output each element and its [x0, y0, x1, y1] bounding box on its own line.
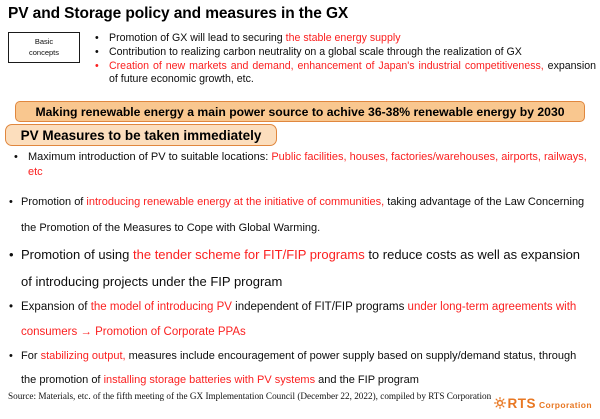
basic-concepts-box: Basic concepts — [8, 32, 80, 63]
concept-bullet: Contribution to realizing carbon neutral… — [92, 46, 596, 60]
rts-logo: RTS Corporation — [491, 396, 592, 414]
sun-icon — [494, 396, 507, 414]
text-segment: Promotion of — [21, 196, 87, 208]
measure-item: Expansion of the model of introducing PV… — [8, 295, 594, 344]
measure-item: Promotion of using the tender scheme for… — [8, 241, 594, 295]
text-segment-red: the model of introducing PV — [90, 301, 232, 313]
text-segment-red: stabilizing output, — [40, 350, 126, 362]
text-segment: expansion of future economic growth, etc… — [109, 59, 596, 86]
text-segment: For — [21, 350, 41, 362]
text-segment-red: under long-term agreements with consumer… — [21, 301, 577, 338]
measure-item: Promotion of introducing renewable energ… — [8, 189, 594, 241]
text-segment-red: introducing renewable energy at the init… — [86, 196, 385, 208]
section-header-label: PV Measures to be taken immediately — [20, 127, 262, 143]
source-note: Source: Materials, etc. of the fifth mee… — [8, 391, 492, 401]
text-segment: to reduce costs as well as expansion of … — [21, 247, 581, 289]
concept-bullet: Creation of new markets and demand, enha… — [92, 60, 596, 88]
measures-list: Maximum introduction of PV to suitable l… — [8, 150, 594, 392]
rts-logo-suffix: Corporation — [538, 400, 592, 410]
text-segment: and the FIP program — [315, 374, 419, 386]
section-header-banner: PV Measures to be taken immediately — [5, 124, 277, 146]
goal-banner-label: Making renewable energy a main power sou… — [35, 104, 565, 119]
basic-concepts-section: Basic concepts Promotion of GX will lead… — [8, 32, 596, 87]
text-segment: Promotion of GX will lead to securing — [109, 32, 286, 44]
text-segment: Expansion of — [21, 301, 91, 313]
rts-logo-name: RTS — [507, 396, 536, 411]
text-segment: Maximum introduction of PV to suitable l… — [28, 151, 272, 163]
text-segment-red: Creation of new markets and demand, enha… — [109, 59, 544, 72]
goal-banner: Making renewable energy a main power sou… — [15, 101, 585, 122]
text-segment: Contribution to realizing carbon neutral… — [109, 45, 522, 58]
text-segment: taking advantage of the Law Concerning t… — [21, 196, 585, 234]
text-segment: independent of FIT/FIP programs — [231, 301, 408, 313]
text-segment: Promotion of using — [21, 247, 134, 262]
text-segment: measures include encouragement of power … — [21, 350, 577, 386]
concept-bullet: Promotion of GX will lead to securing th… — [92, 32, 596, 46]
text-segment-red: installing storage batteries with PV sys… — [103, 374, 316, 386]
measure-item: For stabilizing output, measures include… — [8, 344, 594, 392]
text-segment-red: the tender scheme for FIT/FIP programs — [133, 247, 365, 262]
measure-item: Maximum introduction of PV to suitable l… — [8, 150, 594, 180]
page-title: PV and Storage policy and measures in th… — [8, 5, 349, 22]
basic-concepts-list: Promotion of GX will lead to securing th… — [92, 32, 596, 87]
text-segment-red: the stable energy supply — [285, 32, 401, 44]
text-segment-red: Public facilities, houses, factories/war… — [28, 151, 587, 178]
